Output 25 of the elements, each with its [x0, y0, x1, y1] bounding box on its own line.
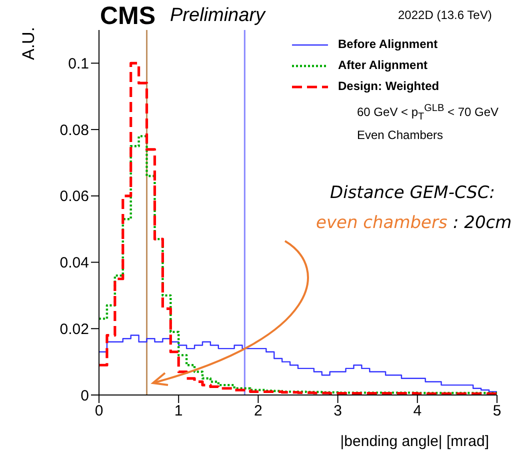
x-tick-label: 2 [254, 402, 262, 420]
y-tick-label: 0 [80, 387, 89, 404]
annotation: Distance GEM-CSC: [330, 183, 496, 203]
text: 2022D (13.6 TeV) [398, 8, 492, 22]
annotation: Even Chambers [357, 128, 444, 142]
annotation: even chambers [316, 213, 448, 233]
y-tick-label: 0.02 [60, 320, 89, 338]
y-tick-label: 0.06 [60, 188, 89, 206]
x-tick-label: 5 [492, 402, 502, 420]
x-tick-label: 0 [94, 402, 104, 420]
y-tick-label: 0.04 [60, 254, 89, 272]
annotation: 60 GeV < p$_{T}$$^{GLB}$ < 70 GeV [357, 103, 499, 122]
x-tick-label: 3 [334, 402, 342, 420]
x-tick-label: 1 [174, 402, 183, 420]
chart-title: CMS [100, 2, 156, 31]
legend-label: Before Alignment [338, 36, 438, 53]
y-tick-label: 0.1 [68, 56, 89, 73]
annotation: : 20cm [453, 213, 512, 233]
y-axis-title: A.U. [19, 26, 38, 60]
chart-subtitle: Preliminary [170, 5, 266, 27]
x-axis-title: |bending angle| [mrad] [340, 433, 489, 450]
legend-label: After Alignment [338, 57, 428, 74]
y-tick-label: 0.08 [60, 122, 89, 139]
legend-label: Design: Weighted [338, 78, 440, 95]
x-tick-label: 4 [413, 402, 422, 420]
